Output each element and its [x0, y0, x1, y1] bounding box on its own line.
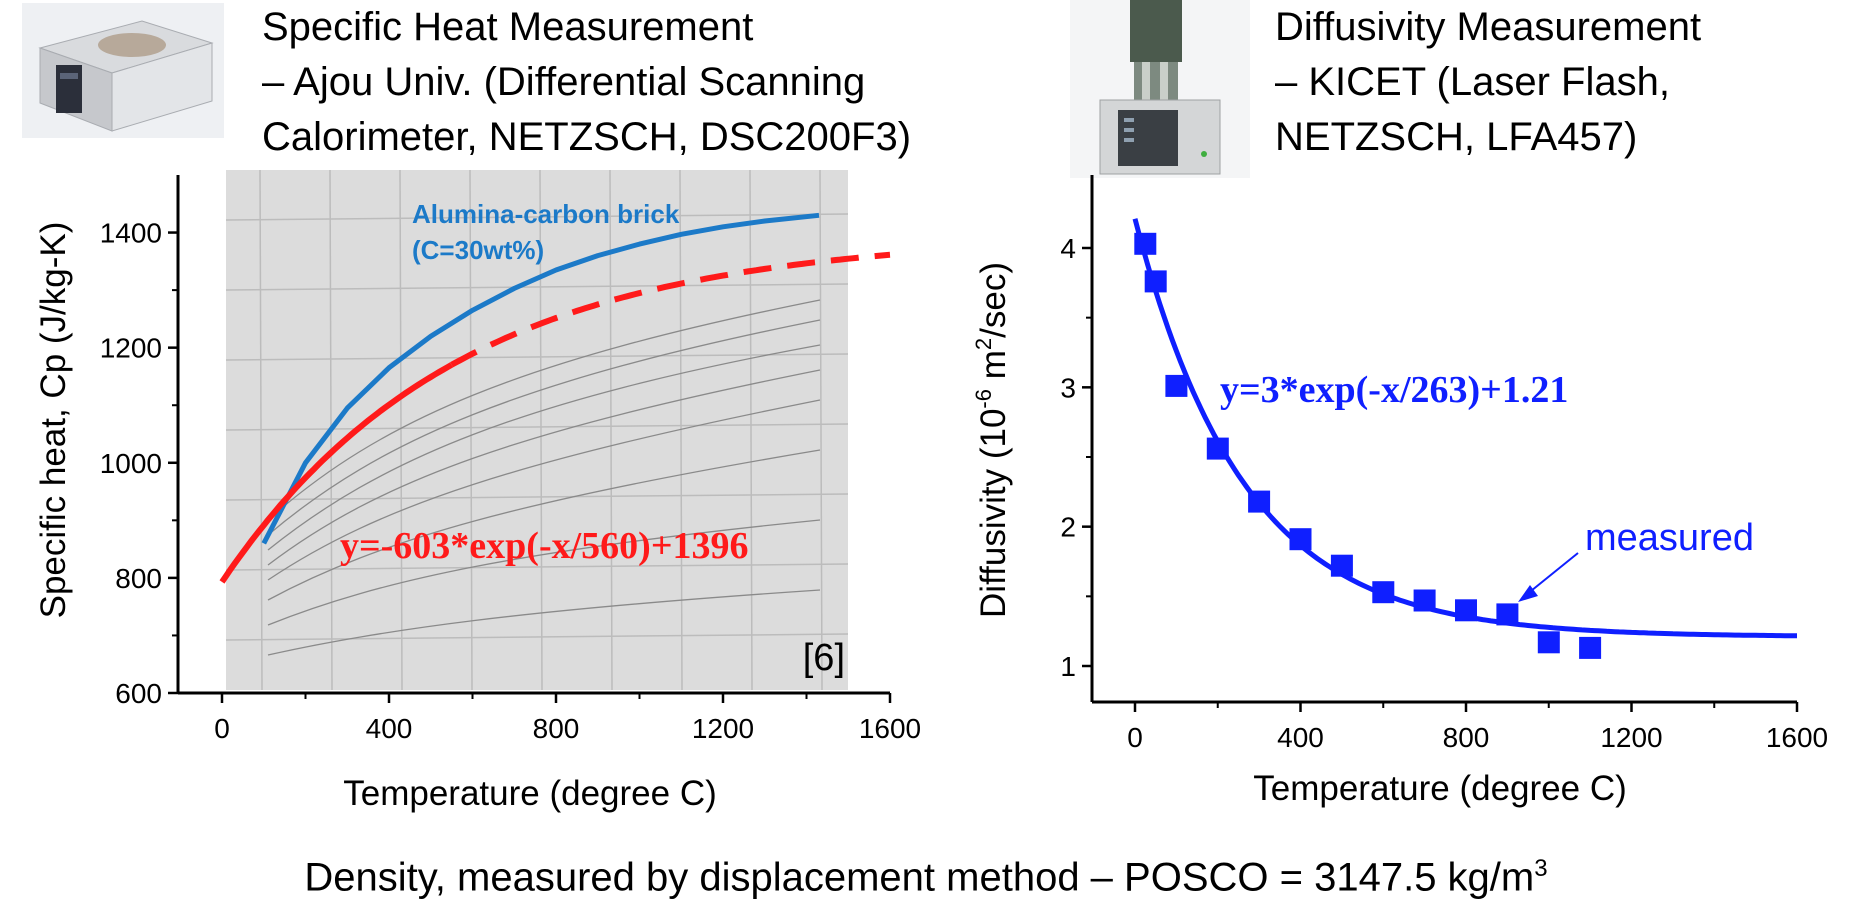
specific-heat-header-line-3: Calorimeter, NETZSCH, DSC200F3): [262, 115, 912, 159]
specific-heat-y-tick-label: 1200: [100, 333, 162, 364]
diffusivity-y-tick-label: 4: [1060, 233, 1076, 264]
density-text: Density, measured by displacement method…: [304, 855, 1535, 900]
diffusivity-header-line-3: NETZSCH, LFA457): [1275, 115, 1638, 159]
measured-point: [1537, 631, 1560, 654]
diffusivity-y-tick-label: 1: [1060, 651, 1076, 682]
measured-label: measured: [1585, 517, 1754, 559]
measured-point: [1206, 437, 1229, 460]
diffusivity-tick-labels: 0 400 800 1200 1600 1 2 3 4: [1060, 233, 1828, 753]
diffusivity-x-tick-label: 0: [1127, 722, 1143, 753]
diffusivity-series: [1132, 218, 1797, 659]
specific-heat-y-tick-label: 1400: [100, 218, 162, 249]
specific-heat-x-tick-label: 0: [214, 713, 230, 744]
measured-point: [1579, 636, 1602, 659]
alumina-carbon-brick-curve: [261, 212, 820, 545]
diffusivity-y-tick-label: 2: [1060, 512, 1076, 543]
specific-heat-axes: [168, 175, 892, 703]
specific-heat-formula: y=-603*exp(-x/560)+1396: [340, 525, 748, 567]
diffusivity-header: Diffusivity Measurement – KICET (Laser F…: [1275, 0, 1701, 165]
diffusivity-chart: 0 400 800 1200 1600 1 2 3 4 Temperature (degree …: [971, 175, 1828, 808]
diffusivity-header-line-2: – KICET (Laser Flash,: [1275, 60, 1670, 104]
measured-point: [1165, 374, 1188, 397]
diffusivity-fit-curve: [1132, 218, 1797, 639]
brick-label-line-2: (C=30wt%): [412, 235, 544, 265]
specific-heat-y-tick-label: 1000: [100, 448, 162, 479]
specific-heat-header-line-1: Specific Heat Measurement: [262, 5, 754, 49]
measured-point: [1248, 490, 1271, 513]
brick-label-line-1: Alumina-carbon brick: [412, 199, 680, 229]
measured-point: [1413, 589, 1436, 612]
measured-point: [1330, 554, 1353, 577]
specific-heat-y-tick-label: 800: [115, 563, 162, 594]
measured-point: [1144, 270, 1167, 293]
specific-heat-x-tick-label: 400: [366, 713, 413, 744]
diffusivity-x-tick-label: 1600: [1766, 722, 1828, 753]
density-footer: Density, measured by displacement method…: [0, 855, 1852, 900]
diffusivity-y-label-exp1: -6: [971, 389, 996, 409]
diffusivity-y-label-suffix: /sec): [974, 262, 1013, 338]
diffusivity-y-label-unit: m: [974, 350, 1013, 389]
lfa-instrument-image: [1070, 0, 1250, 178]
specific-heat-x-axis-label: Temperature (degree C): [343, 774, 717, 813]
specific-heat-series: [219, 212, 891, 584]
measured-arrow: [1518, 552, 1579, 602]
fitted-cp-curve-solid: [219, 362, 454, 584]
measured-point: [1496, 603, 1519, 626]
dsc-instrument-image: [22, 3, 224, 138]
specific-heat-x-tick-label: 1600: [859, 713, 921, 744]
specific-heat-y-axis-label: Specific heat, Cp (J/kg-K): [34, 222, 73, 619]
measured-point: [1134, 232, 1157, 255]
measured-point: [1455, 599, 1477, 622]
diffusivity-x-tick-label: 800: [1443, 722, 1490, 753]
density-unit-exponent: 3: [1534, 855, 1548, 882]
diffusivity-y-axis-label: Diffusivity (10-6 m2/sec): [971, 262, 1013, 618]
specific-heat-x-tick-label: 1200: [692, 713, 754, 744]
diffusivity-x-axis-label: Temperature (degree C): [1253, 769, 1627, 808]
diffusivity-formula: y=3*exp(-x/263)+1.21: [1220, 369, 1568, 411]
specific-heat-tick-labels: 0 400 800 1200 1600 600 800 1000 1200 1400: [100, 218, 921, 744]
diffusivity-y-label-exp2: 2: [971, 338, 996, 350]
diffusivity-y-tick-label: 3: [1060, 372, 1076, 403]
reference-label: [6]: [803, 637, 845, 679]
diffusivity-x-tick-label: 400: [1277, 722, 1324, 753]
fitted-cp-curve-dashed: [450, 251, 891, 368]
specific-heat-header: Specific Heat Measurement – Ajou Univ. (…: [262, 0, 911, 165]
specific-heat-y-tick-label: 600: [115, 678, 162, 709]
specific-heat-chart: 0 400 800 1200 1600 600 800 1000 1200 1400 Temper…: [34, 169, 921, 813]
diffusivity-x-tick-label: 1200: [1600, 722, 1662, 753]
measured-point: [1372, 581, 1395, 604]
measured-point: [1289, 528, 1312, 551]
diffusivity-y-label-prefix: Diffusivity (10: [974, 409, 1013, 618]
specific-heat-header-line-2: – Ajou Univ. (Differential Scanning: [262, 60, 866, 104]
diffusivity-header-line-1: Diffusivity Measurement: [1275, 5, 1702, 49]
diffusivity-axes: [1082, 175, 1799, 712]
specific-heat-x-tick-label: 800: [533, 713, 580, 744]
